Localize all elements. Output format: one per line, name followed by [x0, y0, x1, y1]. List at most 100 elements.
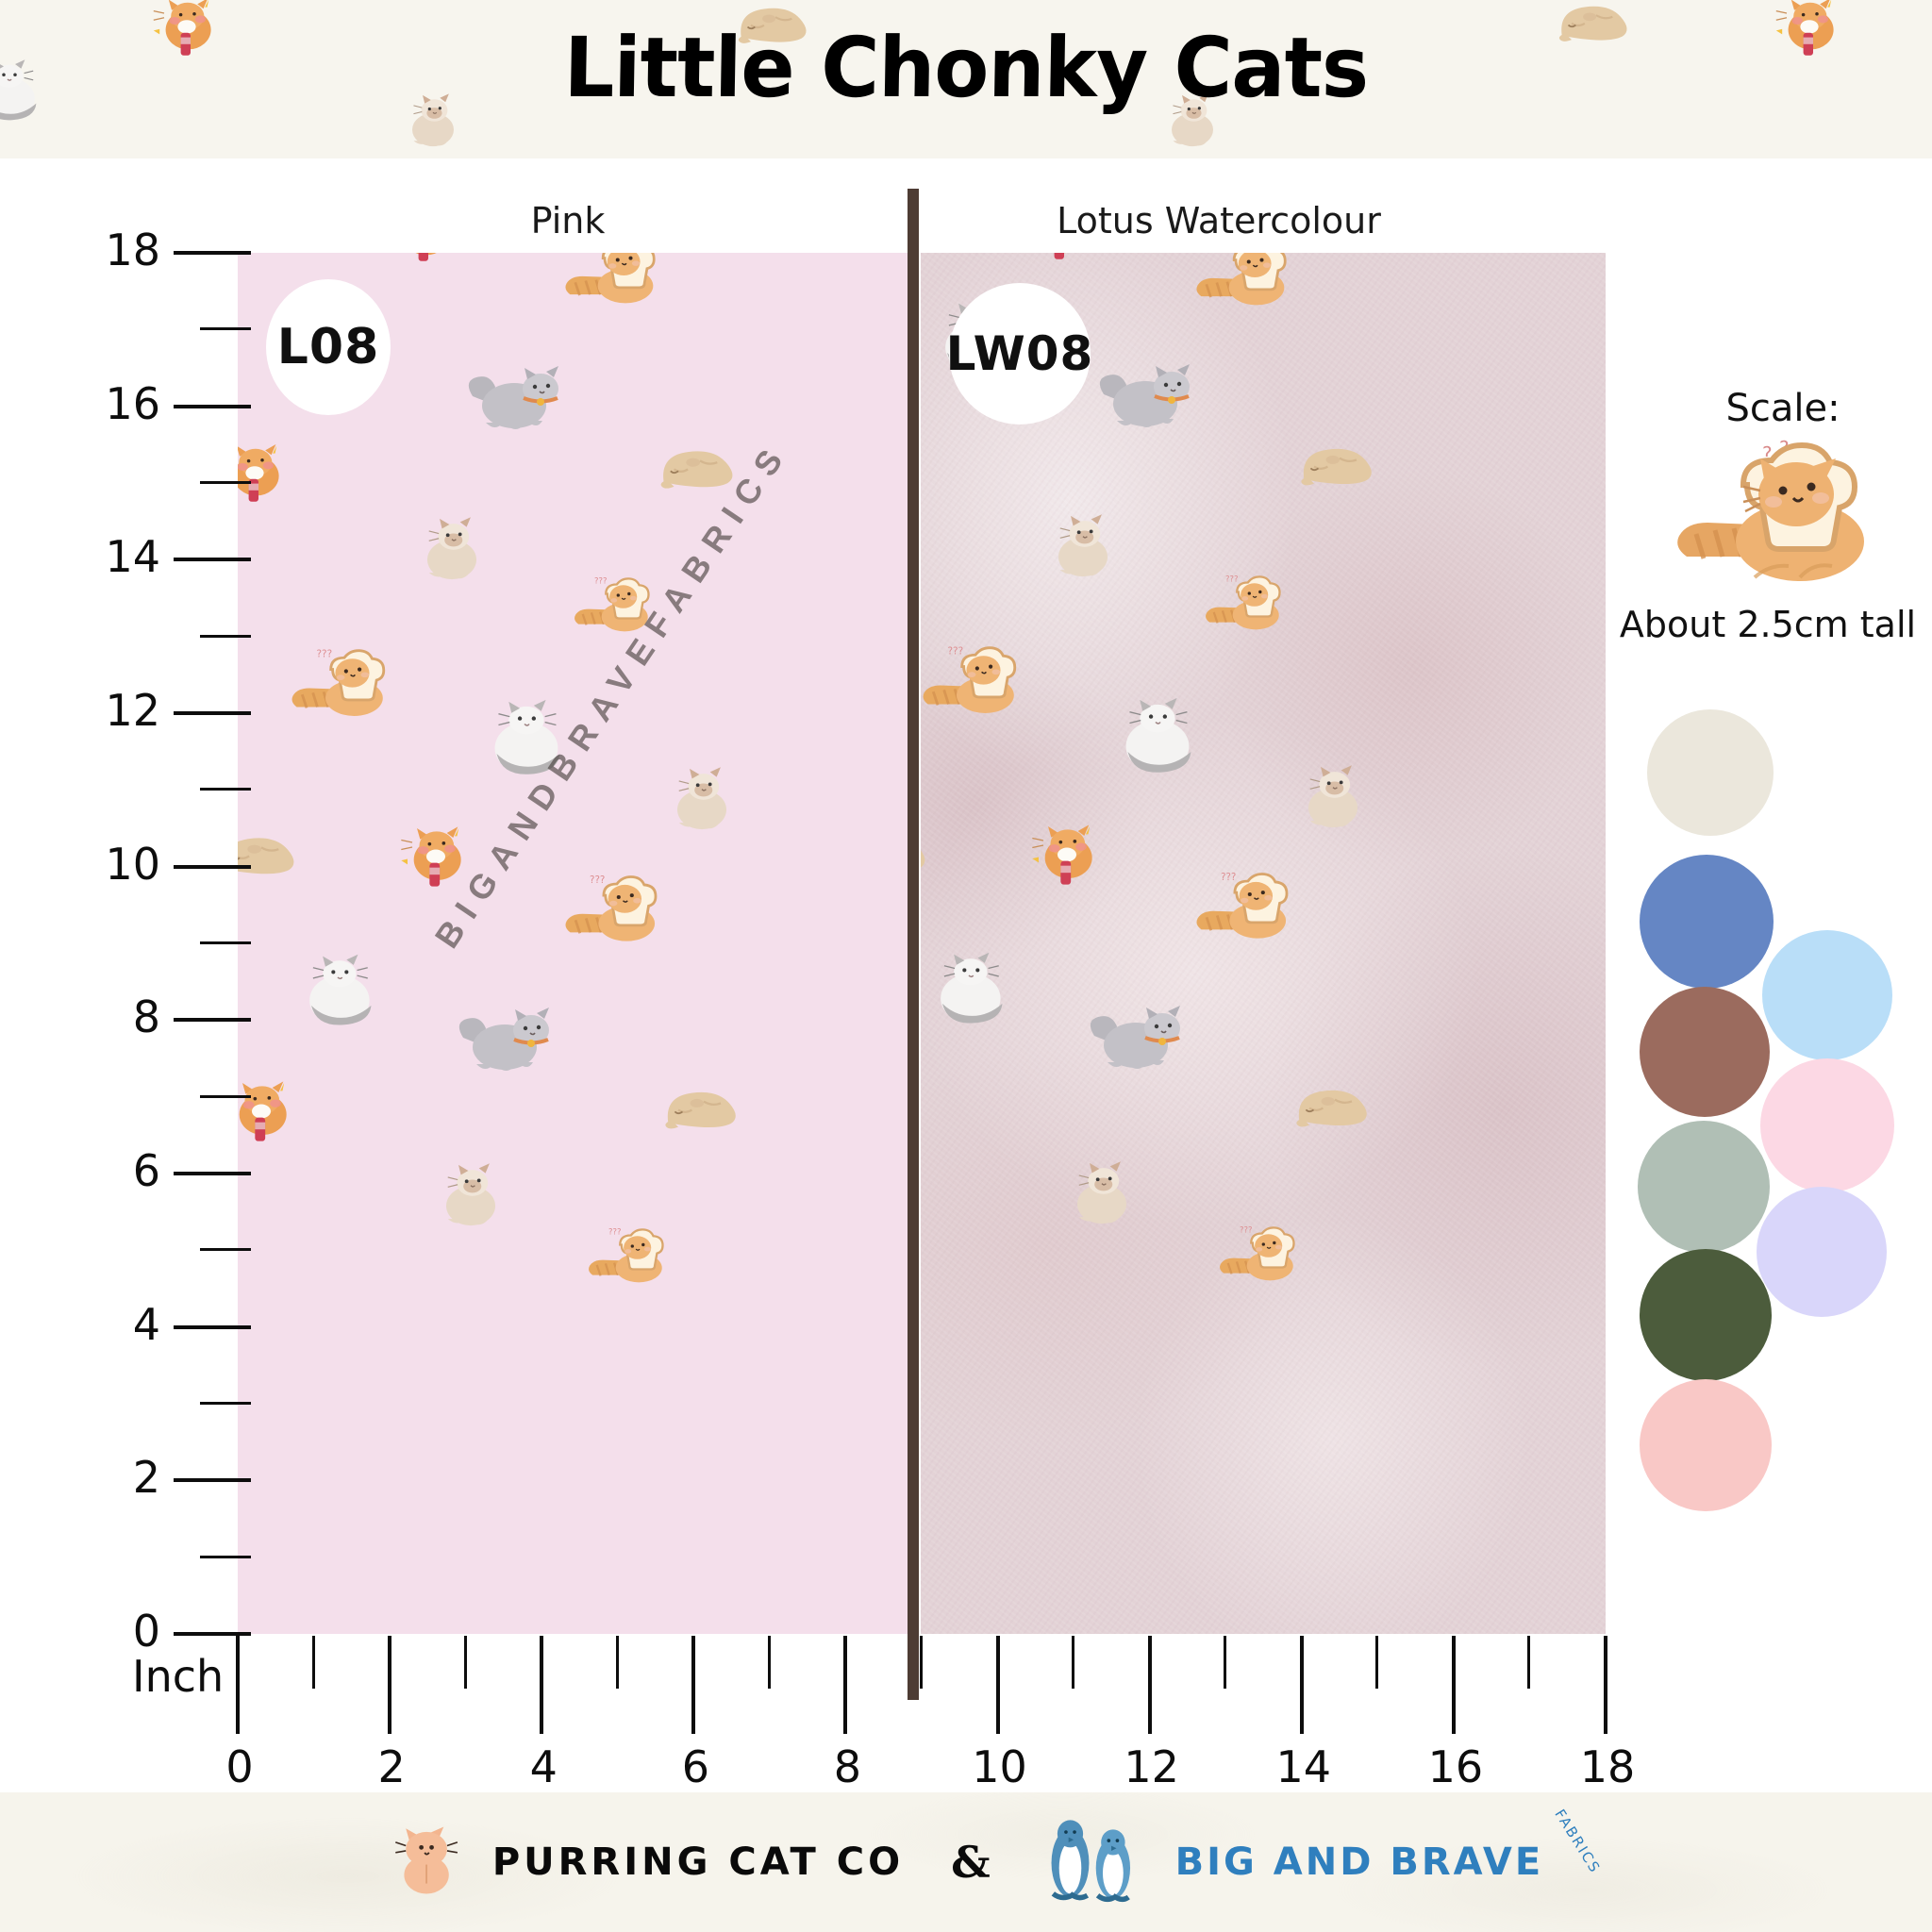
cat-motif-ginger-drinking [238, 1074, 308, 1144]
svg-text:???: ??? [594, 576, 607, 586]
svg-text:?: ? [1762, 442, 1773, 465]
cat-motif-bread-cat: ??? [587, 1224, 674, 1290]
y-tick-minor [200, 1402, 251, 1405]
cat-motif-loaf-cat [653, 1064, 755, 1141]
x-tick-label: 16 [1427, 1741, 1484, 1792]
cat-motif-cream-himalayan [422, 1158, 520, 1232]
x-tick-label: 6 [681, 1741, 709, 1792]
y-tick-label: 18 [105, 225, 160, 275]
cat-motif-ginger-drinking [238, 437, 300, 505]
colour-swatch-blue[interactable] [1640, 855, 1774, 989]
colour-swatch-brown[interactable] [1640, 987, 1770, 1117]
fabric-code-badge-pink: L08 [266, 279, 391, 415]
cat-motif-bread-cat: ??? [290, 644, 397, 725]
cat-motif-bread-cat: ??? [1218, 1223, 1305, 1288]
y-tick-major [174, 558, 251, 562]
y-tick-minor [200, 481, 251, 484]
cat-motif-grey-persian [1081, 996, 1194, 1081]
colour-swatch-light-pink[interactable] [1760, 1058, 1894, 1192]
y-tick-major [174, 711, 251, 715]
cat-motif-bread-cat: ??? [1194, 868, 1300, 947]
cat-motif-fluffy-white-grey [238, 588, 253, 656]
header-cat-motif-fluffy-white-grey [0, 57, 53, 125]
y-tick-label: 8 [132, 991, 160, 1043]
y-tick-minor [200, 327, 251, 331]
cat-motif-fluffy-white-grey [1100, 694, 1211, 778]
cat-motif-loaf-cat [1289, 421, 1391, 497]
y-tick-minor [200, 1555, 251, 1558]
cat-motif-fluffy-white-grey [469, 696, 580, 780]
svg-text:???: ??? [317, 648, 333, 659]
header-cat-motif-ginger-drinking [142, 0, 232, 58]
cat-motif-fluffy-white-grey [285, 951, 391, 1030]
y-tick-major [174, 864, 251, 869]
y-tick-minor [200, 941, 251, 944]
footer-band: PURRING CAT CO & [0, 1792, 1932, 1932]
y-tick-label: 6 [132, 1145, 160, 1196]
colour-swatch-light-blue[interactable] [1762, 930, 1892, 1060]
header-cat-motif-loaf-cat [1547, 0, 1645, 53]
colour-swatch-lavender[interactable] [1757, 1187, 1887, 1317]
cat-motif-cream-himalayan [653, 762, 751, 836]
y-tick-major [174, 1172, 251, 1175]
y-tick-minor [200, 1094, 251, 1098]
header-band: Little Chonky Cats [0, 0, 1932, 158]
big-and-brave-penguins-icon [1038, 1813, 1149, 1912]
svg-text:???: ??? [1240, 1225, 1252, 1235]
y-tick-major [174, 1018, 251, 1023]
x-tick-label: 14 [1275, 1741, 1332, 1792]
y-tick-label: 12 [105, 685, 160, 736]
brand-fabrics-sub: FABRICS [1550, 1806, 1604, 1877]
scale-note: About 2.5cm tall [1619, 604, 1917, 645]
svg-text:???: ??? [590, 874, 605, 886]
cat-motif-grey-persian [450, 998, 563, 1083]
colour-swatch-sage[interactable] [1638, 1121, 1770, 1253]
cat-motif-loaf-cat [238, 809, 313, 888]
x-tick-label: 10 [972, 1741, 1027, 1792]
cat-motif-grey-persian [459, 357, 573, 441]
fabric-panel-lotus[interactable]: ??????????????? [921, 253, 1606, 1634]
x-tick-minor [463, 1636, 467, 1689]
x-tick-minor [615, 1636, 619, 1689]
x-tick-label: 12 [1124, 1741, 1179, 1792]
y-tick-label: 14 [105, 531, 160, 583]
header-cat-motif-ginger-drinking [1764, 0, 1855, 58]
x-tick-minor [311, 1636, 315, 1689]
cat-motif-ginger-drinking [1020, 817, 1114, 888]
cat-motif-ginger-drinking [389, 819, 483, 890]
footer-texture [0, 1792, 1932, 1932]
x-tick-minor [1072, 1636, 1075, 1689]
fabric-code-badge-lotus: LW08 [946, 283, 1092, 425]
svg-text:???: ??? [1225, 575, 1238, 584]
x-tick-minor [1527, 1636, 1531, 1689]
panel-divider [908, 189, 919, 1700]
cat-motif-ginger-drinking [1015, 253, 1106, 262]
cat-motif-fluffy-white-grey [921, 949, 1022, 1028]
y-tick-minor [200, 1248, 251, 1252]
ruler-unit-label: Inch [132, 1651, 225, 1702]
cat-motif-ginger-drinking [379, 253, 470, 264]
cat-motif-bread-cat: ??? [563, 253, 667, 312]
x-tick-major [1604, 1636, 1607, 1734]
x-tick-major [1299, 1636, 1304, 1734]
colour-swatch-pink[interactable] [1640, 1379, 1772, 1511]
header-cat-motif-cream-himalayan [391, 90, 475, 152]
cat-motif-cream-himalayan [1053, 1157, 1151, 1230]
x-tick-major [540, 1636, 544, 1734]
cat-motif-cream-himalayan [1284, 760, 1382, 834]
colour-swatch-cream[interactable] [1647, 709, 1774, 836]
x-tick-label: 18 [1579, 1741, 1636, 1792]
x-tick-minor [767, 1636, 771, 1689]
colour-swatch-dark-green[interactable] [1640, 1249, 1772, 1381]
fabric-panel-pink[interactable]: ??????????????? [238, 253, 909, 1634]
cat-motif-bread-cat: ??? [1204, 572, 1291, 637]
brand-purring-cat-co: PURRING CAT CO [491, 1840, 905, 1884]
bread-cat-icon: ? ? ? [1641, 436, 1924, 596]
cat-motif-loaf-cat [921, 808, 944, 886]
purring-cat-logo-icon [389, 1822, 466, 1904]
x-tick-major [236, 1636, 240, 1734]
cat-motif-ginger-drinking [921, 434, 941, 502]
header-cat-motif-loaf-cat [726, 0, 824, 55]
x-tick-minor [920, 1636, 923, 1689]
